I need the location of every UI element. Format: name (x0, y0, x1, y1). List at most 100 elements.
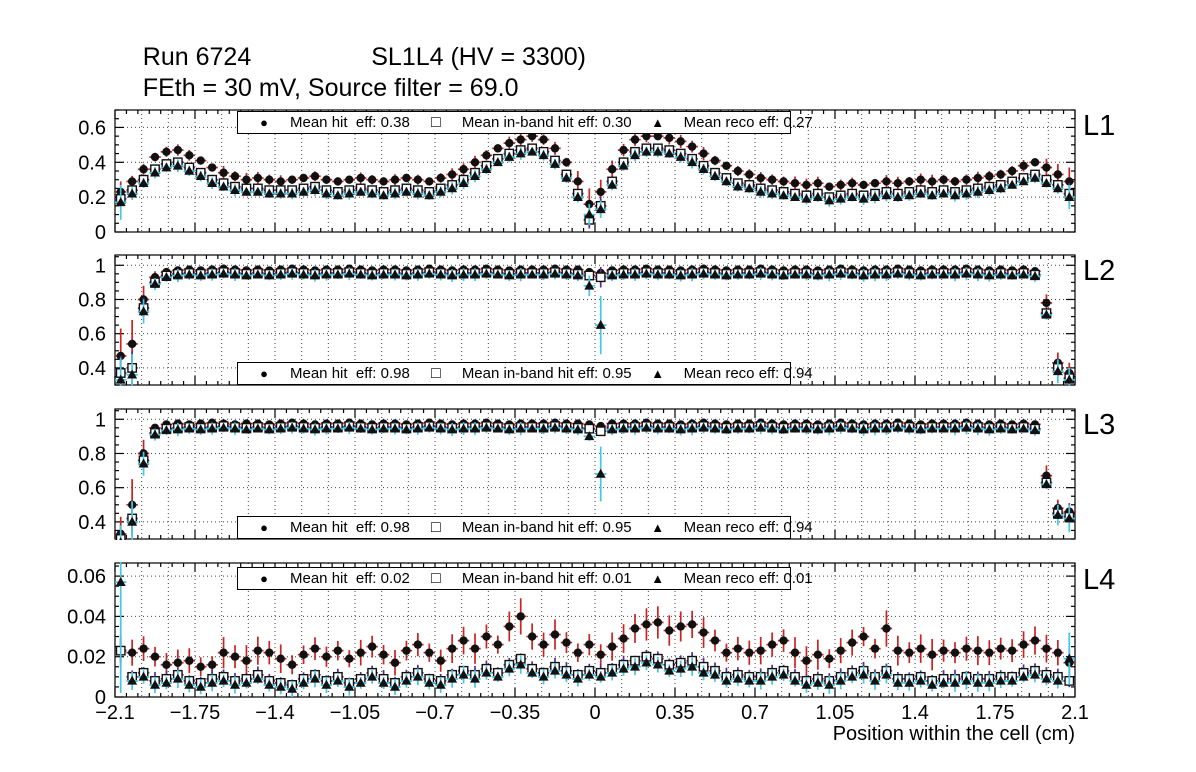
data-point-triangle (572, 270, 583, 280)
data-point-circle (345, 175, 354, 184)
series-hit-errorbars (115, 598, 1075, 677)
data-point-triangle (995, 269, 1006, 279)
data-point-triangle (207, 269, 218, 279)
data-point-triangle (984, 184, 995, 194)
data-point-circle (150, 652, 160, 661)
data-point-triangle (538, 423, 549, 433)
data-point-triangle (1007, 179, 1018, 189)
data-point-circle (836, 646, 845, 655)
open-square-marker-icon: □ (430, 518, 441, 536)
data-point-circle (996, 644, 1005, 653)
data-point-circle (276, 654, 285, 663)
data-point-triangle (184, 165, 195, 175)
y-tick-label: 1 (95, 409, 106, 431)
data-point-circle (756, 173, 765, 183)
y-tick-label: 0.02 (67, 647, 106, 669)
data-point-circle (1030, 158, 1040, 167)
data-point-triangle (115, 197, 126, 207)
data-point-triangle (264, 424, 275, 434)
data-point-triangle (241, 186, 252, 196)
data-point-circle (939, 646, 948, 655)
data-point-triangle (904, 190, 915, 200)
data-point-triangle (961, 422, 972, 432)
data-point-triangle (172, 673, 183, 683)
y-tick-label: 0.8 (78, 289, 106, 311)
data-point-triangle (778, 270, 789, 280)
data-point-triangle (550, 158, 560, 168)
data-point-triangle (870, 191, 880, 201)
data-point-circle (516, 135, 525, 144)
data-point-triangle (470, 673, 480, 683)
x-tick-label: 1.4 (901, 702, 929, 724)
data-point-triangle (207, 677, 218, 687)
data-point-triangle (1064, 191, 1075, 201)
data-point-circle (390, 658, 400, 667)
data-point-triangle (972, 677, 983, 687)
data-point-triangle (1018, 423, 1029, 433)
data-point-circle (493, 144, 503, 153)
data-point-triangle (390, 188, 400, 198)
data-point-triangle (218, 268, 229, 278)
data-point-triangle (618, 663, 629, 673)
data-point-triangle (904, 423, 915, 433)
data-point-circle (116, 351, 125, 361)
data-point-circle (333, 646, 343, 655)
data-point-triangle (607, 179, 618, 189)
data-point-circle (390, 175, 400, 184)
data-point-triangle (675, 151, 686, 161)
data-point-triangle (504, 424, 515, 434)
data-point-triangle (310, 184, 320, 194)
data-point-triangle (150, 429, 160, 439)
data-point-triangle (1052, 366, 1063, 376)
data-point-triangle (252, 186, 263, 196)
data-point-circle (836, 180, 845, 190)
data-point-triangle (527, 146, 538, 156)
data-point-triangle (401, 270, 412, 280)
data-point-circle (996, 170, 1005, 179)
data-point-circle (379, 177, 388, 186)
data-point-triangle (310, 424, 320, 434)
data-point-triangle (287, 268, 298, 278)
data-point-circle (367, 175, 377, 184)
data-point-circle (619, 145, 628, 155)
data-point-triangle (652, 146, 663, 156)
data-point-triangle (218, 675, 229, 685)
data-point-triangle (447, 673, 458, 683)
data-point-triangle (698, 422, 709, 432)
data-point-triangle (835, 675, 846, 685)
data-point-triangle (950, 423, 960, 433)
data-point-circle (1053, 648, 1063, 657)
data-point-circle (299, 650, 308, 659)
data-point-circle (756, 646, 765, 655)
data-point-circle (139, 165, 148, 174)
data-point-triangle (892, 677, 903, 687)
data-point-triangle (961, 268, 972, 278)
data-point-circle (402, 173, 411, 183)
data-point-circle (939, 175, 948, 184)
legend-entry-label: Mean in-band hit eff: 0.01 (461, 570, 632, 587)
data-point-circle (356, 173, 365, 183)
data-point-circle (745, 648, 754, 657)
data-point-circle (185, 151, 194, 160)
data-point-triangle (470, 423, 480, 433)
data-point-triangle (572, 673, 583, 683)
data-point-triangle (561, 172, 572, 182)
data-point-triangle (595, 204, 606, 214)
data-point-circle (162, 147, 171, 157)
data-point-circle (287, 175, 297, 184)
data-point-triangle (881, 423, 892, 433)
data-point-square (595, 272, 606, 283)
data-point-circle (962, 175, 971, 184)
legend-entry-label: Mean reco eff: 0.01 (683, 570, 813, 587)
data-point-triangle (607, 667, 618, 677)
open-square-marker-icon: □ (430, 364, 441, 382)
data-point-triangle (264, 679, 275, 689)
data-point-triangle (161, 272, 172, 282)
data-point-circle (573, 177, 583, 186)
data-point-triangle (607, 424, 618, 434)
data-point-triangle (470, 171, 480, 181)
data-point-triangle (504, 270, 515, 280)
data-point-triangle (664, 148, 675, 158)
data-point-triangle (1064, 653, 1075, 663)
